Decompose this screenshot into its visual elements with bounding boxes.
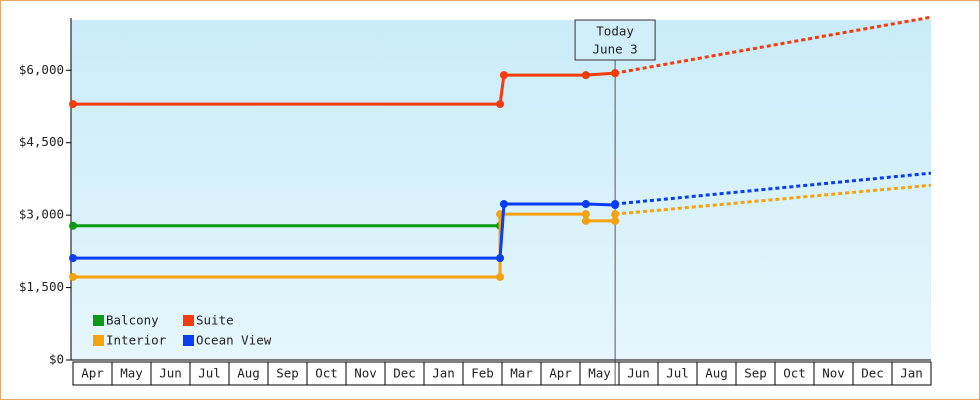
series-line [73,212,616,279]
x-tick-label: Jun [159,366,182,381]
x-tick-label: Jan [432,366,455,381]
x-tick-label: Aug [705,366,728,381]
x-tick-label: Apr [549,366,572,381]
x-tick-label: May [588,366,611,381]
today-label: Today [596,24,634,39]
point [499,200,508,209]
point [69,272,77,281]
point [581,71,590,80]
point [69,100,77,109]
legend-swatch [93,335,104,346]
today-box [574,19,656,61]
point [581,216,590,225]
x-tick-label: Jun [627,366,650,381]
y-tick-label: $3,000 [19,207,64,222]
x-tick-label: Sep [276,366,299,381]
x-tick-label: Oct [315,366,338,381]
point [496,100,505,109]
point [611,200,620,209]
today-label: June 3 [593,42,638,57]
x-tick-label: Jul [666,366,689,381]
legend-label: Interior [106,333,167,348]
x-tick-label: Jan [900,366,923,381]
plot-area [71,20,931,360]
x-tick-label: Oct [783,366,806,381]
point [499,71,508,80]
point [581,200,590,209]
point [611,210,620,219]
y-tick-label: $6,000 [19,62,64,77]
x-tick-label: Mar [510,366,533,381]
x-tick-label: May [120,366,143,381]
legend-label: Balcony [106,313,159,328]
x-tick-label: Nov [822,366,845,381]
y-tick-label: $0 [49,352,64,367]
point [611,216,620,225]
point [496,254,505,263]
x-tick-label: Sep [744,366,767,381]
legend-swatch [93,315,104,326]
point [611,69,620,78]
x-tick-label: Apr [81,366,104,381]
legend-swatch [183,335,194,346]
legend-label: Suite [196,313,234,328]
forecast-line [614,171,932,206]
point [69,221,77,230]
x-tick-label: Dec [861,366,884,381]
month-cell [891,361,932,386]
point [496,272,505,281]
point [69,254,77,263]
legend-label: Ocean View [196,333,272,348]
x-tick-label: Feb [471,366,494,381]
forecast-line [614,15,932,75]
point [581,210,590,219]
x-tick-label: Jul [198,366,221,381]
x-tick-label: Nov [354,366,377,381]
legend-swatch [183,315,194,326]
y-tick-label: $1,500 [19,279,64,294]
y-tick-label: $4,500 [19,134,64,149]
x-tick-label: Dec [393,366,416,381]
x-tick-label: Aug [237,366,260,381]
forecast-line [614,183,932,216]
